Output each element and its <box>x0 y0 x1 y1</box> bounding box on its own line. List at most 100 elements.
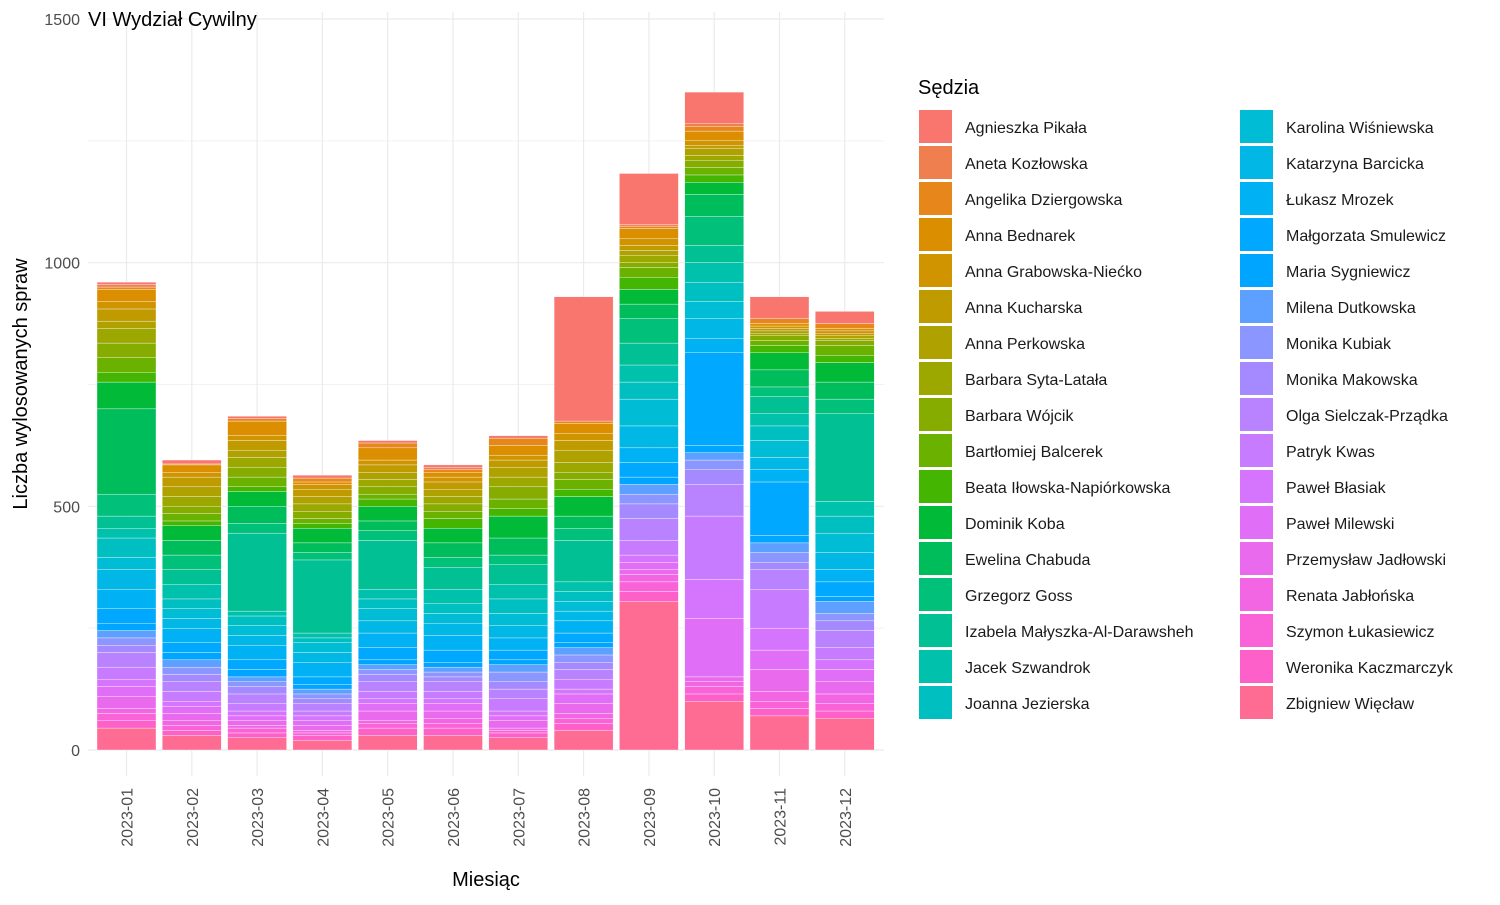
bar-segment <box>815 323 875 329</box>
bar-segment <box>815 681 875 695</box>
bar-segment <box>619 267 679 278</box>
bar-segment <box>815 338 875 341</box>
bar-segment <box>96 645 157 653</box>
bar-segment <box>684 126 744 132</box>
legend-item: Bartłomiej Balcerek <box>919 434 1104 467</box>
bar-segment <box>619 518 679 541</box>
bar-segment <box>292 684 353 690</box>
legend-swatch <box>1240 182 1273 215</box>
bar-segment <box>162 584 222 600</box>
bar-segment <box>684 701 744 751</box>
bar-segment <box>619 303 679 319</box>
legend-swatch <box>1240 398 1273 431</box>
bar-segment <box>619 173 679 225</box>
bar-segment <box>488 467 548 478</box>
bar-segment <box>488 454 548 461</box>
bar-segment <box>96 320 157 329</box>
bar-segment <box>423 681 483 692</box>
bar-segment <box>684 245 744 263</box>
legend-item: Aneta Kozłowska <box>919 146 1088 179</box>
y-tick-label: 0 <box>71 743 80 760</box>
legend-swatch <box>1240 506 1273 539</box>
bar-segment <box>815 596 875 602</box>
bar-segment <box>96 637 157 646</box>
bar-segment <box>162 520 222 527</box>
bar-segment <box>488 681 548 690</box>
bar-segment <box>684 459 744 470</box>
bar-segment <box>162 713 222 721</box>
legend-label: Katarzyna Barcicka <box>1286 156 1424 173</box>
legend-label: Aneta Kozłowska <box>965 156 1088 173</box>
bar-segment <box>553 591 614 602</box>
bar-segment <box>292 477 353 483</box>
legend-label: Anna Kucharska <box>965 300 1083 317</box>
bar-segment <box>815 501 875 517</box>
legend-label: Milena Dutkowska <box>1286 300 1416 317</box>
bar-segment <box>553 540 614 583</box>
y-axis-label: Liczba wylosowanych spraw <box>10 258 32 510</box>
bar-segment <box>815 693 875 704</box>
bar-segment <box>423 723 483 729</box>
legend-label: Małgorzata Smulewicz <box>1286 228 1446 245</box>
bar-segment <box>423 698 483 704</box>
bar-segment <box>292 703 353 712</box>
legend-item: Jacek Szwandrok <box>919 650 1091 683</box>
legend-item: Anna Grabowska-Niećko <box>919 254 1142 287</box>
bar-segment <box>488 437 548 446</box>
bar-segment <box>488 664 548 673</box>
bar-segment <box>292 523 353 529</box>
legend-swatch <box>1240 434 1273 467</box>
bar-segment <box>684 301 744 319</box>
bar-segment <box>292 725 353 731</box>
legend-swatch <box>1240 110 1273 143</box>
bar-segment <box>423 567 483 590</box>
legend-label: Olga Sielczak-Prządka <box>1286 408 1448 425</box>
bar-segment <box>815 601 875 614</box>
bar-segment <box>619 224 679 227</box>
x-tick-label: 2023-02 <box>185 788 202 847</box>
bar-segment <box>162 598 222 609</box>
bar-stack <box>358 440 418 751</box>
bar-segment <box>96 696 157 709</box>
y-tick-label: 1500 <box>44 12 80 29</box>
bar-segment <box>619 540 679 556</box>
bar-segment <box>227 420 287 436</box>
bar-segment <box>619 225 679 229</box>
bar-stack <box>162 459 222 751</box>
bar-segment <box>684 160 744 168</box>
bar-segment <box>619 574 679 583</box>
legend-item: Dominik Koba <box>919 506 1065 539</box>
legend-swatch <box>1240 254 1273 287</box>
bar-segment <box>553 433 614 441</box>
bar-segment <box>488 710 548 717</box>
bar-segment <box>292 715 353 721</box>
bar-segment <box>162 618 222 629</box>
bar-segment <box>358 459 418 466</box>
bar-segment <box>684 130 744 142</box>
bar-segment <box>684 167 744 176</box>
bar-segment <box>162 720 222 726</box>
bar-segment <box>815 659 875 670</box>
bar-segment <box>488 732 548 738</box>
bar-segment <box>162 476 222 488</box>
bar-segment <box>619 238 679 246</box>
x-tick-label: 2023-04 <box>315 788 332 847</box>
legend-swatch <box>919 218 952 251</box>
bar-segment <box>815 552 875 570</box>
bar-segment <box>553 440 614 451</box>
legend-swatch <box>1240 542 1273 575</box>
bar-segment <box>553 723 614 731</box>
bar-segment <box>488 498 548 509</box>
legend-swatch <box>919 254 952 287</box>
bar-segment <box>358 664 418 670</box>
bar-segment <box>684 338 744 353</box>
bar-segment <box>488 730 548 734</box>
bar-segment <box>684 262 744 283</box>
bar-segment <box>227 532 287 612</box>
bar-segment <box>358 589 418 600</box>
legend-swatch <box>919 506 952 539</box>
bar-segment <box>749 335 810 341</box>
legend-swatch <box>1240 470 1273 503</box>
legend-label: Paweł Błasiak <box>1286 480 1387 497</box>
bar-segment <box>358 479 418 488</box>
